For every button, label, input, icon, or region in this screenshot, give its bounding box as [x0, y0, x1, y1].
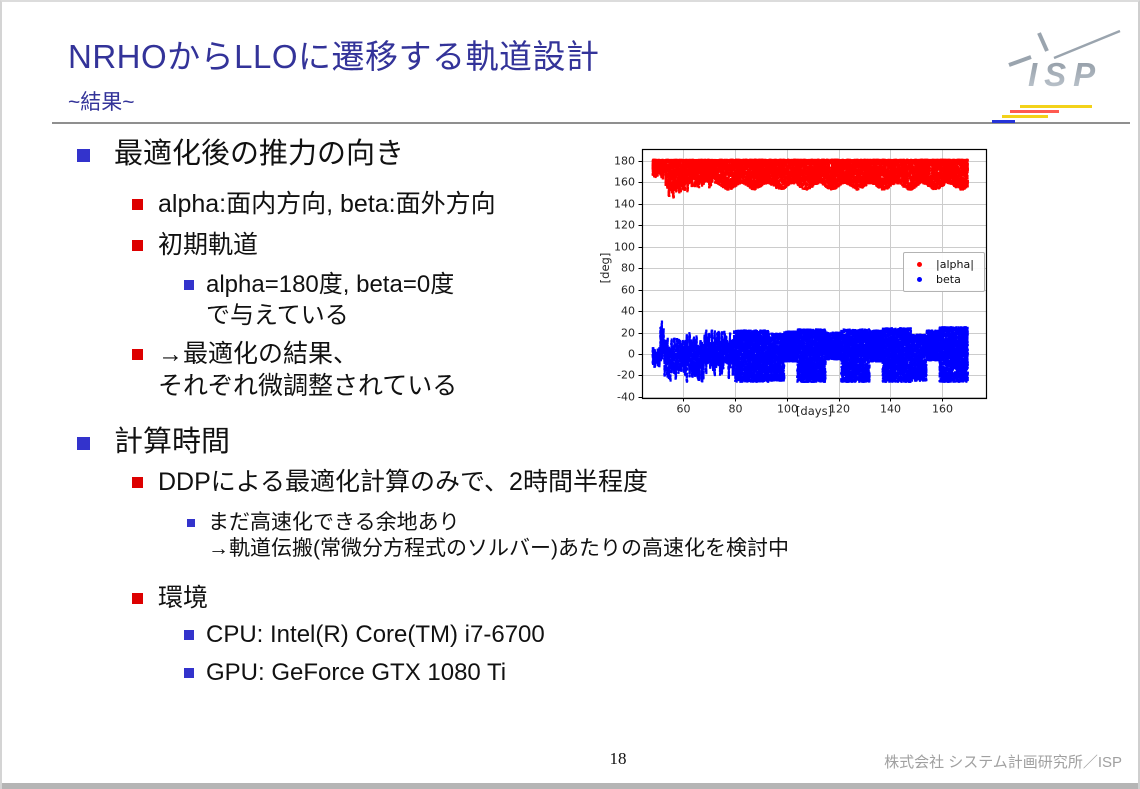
bullet-item-continuation: それぞれ微調整されている [158, 372, 457, 401]
logo-stripe-yellow-2 [1002, 115, 1048, 118]
logo-stripe-red [1010, 110, 1059, 113]
bullet-square-icon [187, 519, 195, 527]
bullet-item: CPU: Intel(R) Core(TM) i7-6700 [184, 621, 545, 649]
bullet-item: GPU: GeForce GTX 1080 Ti [184, 659, 506, 687]
bullet-text: 環境 [158, 584, 209, 612]
legend-label: beta [936, 273, 961, 286]
bullet-item: DDPによる最適化計算のみで、2時間半程度 [132, 468, 648, 497]
chart-legend: |alpha| beta [903, 252, 985, 292]
bullet-text: CPU: Intel(R) Core(TM) i7-6700 [206, 621, 545, 648]
bullet-text: GPU: GeForce GTX 1080 Ti [206, 659, 507, 686]
page-subtitle: ~結果~ [68, 91, 135, 114]
bullet-item: 計算時間 [77, 426, 230, 459]
bullet-square-icon [132, 477, 143, 488]
logo-stripe-yellow-1 [1020, 105, 1092, 108]
alpha-marker-icon [917, 262, 922, 267]
bullet-item-continuation: →軌道伝搬(常微分方程式のソルバー)あたりの高速化を検討中 [208, 537, 789, 561]
bullet-square-icon [132, 349, 143, 360]
bullet-square-icon [132, 593, 143, 604]
page-number: 18 [609, 749, 627, 768]
bullet-text: alpha=180度, beta=0度 [206, 271, 455, 298]
thrust-angle-chart: [deg] [days] |alpha| beta [597, 140, 1007, 425]
y-axis-label: [deg] [598, 252, 612, 284]
footer-company: 株式会社 システム計画研究所／ISP [884, 754, 1122, 771]
bullet-item: まだ高速化できる余地あり [187, 511, 460, 535]
bullet-text: 計算時間 [114, 426, 231, 458]
isp-logo-text: ISP [1028, 56, 1103, 93]
bullet-square-icon [132, 199, 143, 210]
bullet-text: それぞれ微調整されている [158, 372, 458, 400]
slide-bottom-edge [2, 783, 1138, 789]
title-divider [52, 122, 1130, 124]
page-title: NRHOからLLOに遷移する軌道設計 [68, 38, 600, 75]
bullet-item: →最適化の結果、 [132, 340, 358, 369]
bullet-text: 初期軌道 [158, 231, 259, 259]
bullet-item: 最適化後の推力の向き [77, 138, 404, 171]
bullet-square-icon [184, 668, 194, 678]
bullet-text: DDPによる最適化計算のみで、2時間半程度 [158, 468, 648, 496]
bullet-text: で与えている [206, 302, 349, 329]
legend-item-alpha: |alpha| [913, 257, 984, 272]
bullet-item: alpha:面内方向, beta:面外方向 [132, 190, 496, 219]
bullet-item: 環境 [132, 584, 208, 613]
legend-item-beta: beta [913, 272, 984, 287]
legend-label: |alpha| [936, 258, 974, 271]
bullet-text: alpha:面内方向, beta:面外方向 [158, 190, 496, 218]
x-axis-label: [days] [795, 404, 833, 418]
bullet-square-icon [132, 240, 143, 251]
bullet-square-icon [77, 149, 90, 162]
bullet-square-icon [184, 630, 194, 640]
bullet-text: →最適化の結果、 [158, 340, 359, 368]
bullet-text: →軌道伝搬(常微分方程式のソルバー)あたりの高速化を検討中 [208, 537, 789, 560]
logo-stripe-blue [992, 120, 1015, 123]
bullet-square-icon [77, 437, 90, 450]
isp-rays-icon [1008, 29, 1121, 67]
isp-logo: ISP [1002, 22, 1124, 100]
bullet-text: まだ高速化できる余地あり [208, 511, 460, 534]
beta-marker-icon [917, 277, 922, 282]
bullet-item: 初期軌道 [132, 231, 258, 260]
bullet-item: alpha=180度, beta=0度 [184, 271, 454, 299]
bullet-item-continuation: で与えている [206, 302, 349, 330]
bullet-square-icon [184, 280, 194, 290]
bullet-text: 最適化後の推力の向き [114, 138, 405, 170]
